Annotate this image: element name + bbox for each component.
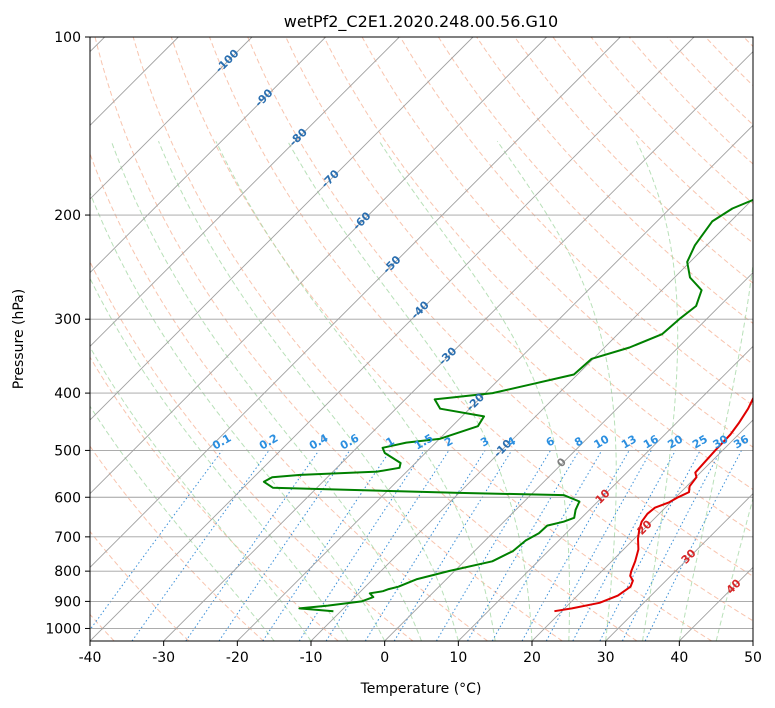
dry-adiabat xyxy=(132,37,638,641)
isotherm-line xyxy=(90,37,474,421)
isotherm-line xyxy=(310,198,753,641)
x-tick-label: 20 xyxy=(523,650,541,666)
y-tick-label: 1000 xyxy=(45,621,81,637)
mixing-ratio-line xyxy=(298,450,425,641)
mixing-ratio-line xyxy=(90,450,223,631)
mixing-ratio-line xyxy=(185,450,320,641)
dry-adiabat xyxy=(90,530,190,641)
tick-layer: -40 -30 -20 -10 0 10 20 30 40 50 100 200 300 400 500 60… xyxy=(45,30,762,666)
mixing-ratio-line xyxy=(218,450,351,641)
isotherm-line xyxy=(384,272,753,641)
mixing-ratio-line xyxy=(325,450,450,641)
dry-adiabat xyxy=(90,152,488,641)
y-tick-label: 700 xyxy=(54,530,81,546)
dry-adiabat xyxy=(399,37,753,407)
y-tick-label: 200 xyxy=(54,208,81,224)
temperature-profile-line xyxy=(554,396,753,613)
dry-adiabat xyxy=(323,37,753,491)
data-layer xyxy=(262,198,753,613)
isotherm-line xyxy=(90,37,400,347)
x-axis-label: Temperature (°C) xyxy=(360,681,482,697)
isotherm-line xyxy=(531,419,753,641)
y-axis-label: Pressure (hPa) xyxy=(11,289,27,389)
x-tick-label: 30 xyxy=(597,650,615,666)
y-tick-label: 900 xyxy=(54,594,81,610)
y-tick-label: 800 xyxy=(54,564,81,580)
mixing-ratio-line xyxy=(644,450,742,641)
mixing-ratio-line xyxy=(262,450,391,641)
dry-adiabat xyxy=(170,37,712,641)
y-tick-label: 600 xyxy=(54,490,81,506)
isotherm-line xyxy=(163,51,753,641)
chart-title: wetPf2_C2E1.2020.248.00.56.G10 xyxy=(284,12,558,32)
isotherm-line xyxy=(237,124,753,641)
x-tick-label: -30 xyxy=(152,650,175,666)
isotherm-line xyxy=(90,37,326,274)
isotherm-line xyxy=(90,37,547,495)
y-tick-label: 500 xyxy=(54,443,81,459)
mixing-ratio-line xyxy=(521,450,630,641)
isotherm-line xyxy=(458,345,753,641)
dry-adiabat xyxy=(514,37,753,284)
y-tick-label: 100 xyxy=(54,30,81,46)
isotherm-line xyxy=(90,37,695,641)
mixing-ratio-line xyxy=(572,450,676,641)
dry-adiabat xyxy=(90,356,339,641)
y-tick-label: 400 xyxy=(54,386,81,402)
x-tick-label: -10 xyxy=(300,650,323,666)
dry-adiabat xyxy=(247,37,753,577)
x-tick-label: 10 xyxy=(449,650,467,666)
x-tick-label: 0 xyxy=(380,650,389,666)
dry-adiabat xyxy=(209,37,753,622)
isotherm-line xyxy=(605,493,753,641)
dry-adiabat xyxy=(94,37,563,641)
isotherm-line xyxy=(90,37,253,200)
x-tick-label: -40 xyxy=(79,650,102,666)
x-tick-label: -20 xyxy=(226,650,249,666)
grid-layer xyxy=(90,37,753,641)
dewpoint-profile-line xyxy=(262,198,753,613)
dry-adiabat xyxy=(437,37,753,365)
y-tick-label: 300 xyxy=(54,312,81,328)
dry-adiabat xyxy=(90,445,264,641)
mixing-ratio-line xyxy=(621,450,722,641)
plot-frame xyxy=(89,36,754,642)
x-tick-label: 50 xyxy=(744,650,762,666)
isotherm-line xyxy=(90,37,621,568)
mixing-ratio-line xyxy=(545,450,652,641)
x-tick-label: 40 xyxy=(670,650,688,666)
